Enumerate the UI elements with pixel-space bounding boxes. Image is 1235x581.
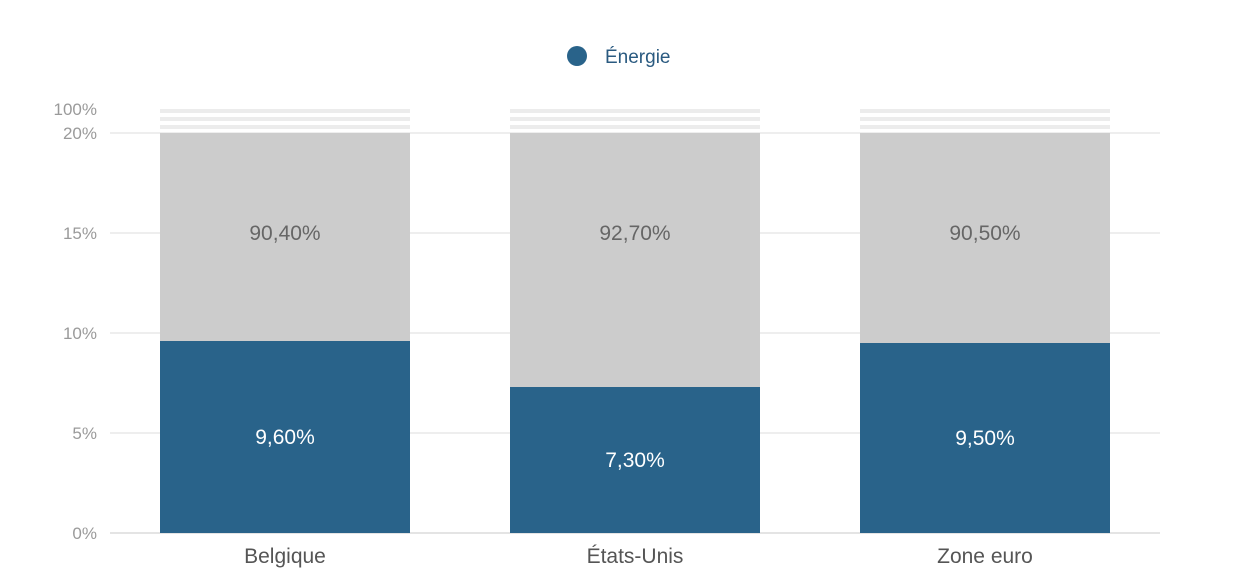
legend-label-energie: Énergie [605,47,671,68]
bar-segment[interactable] [510,133,760,387]
bar-value-label: 9,50% [955,427,1015,450]
bar-segment[interactable] [160,133,410,341]
axis-break-stripe [510,109,760,113]
bar-value-label: 7,30% [605,449,665,472]
axis-break-stripe [160,125,410,129]
legend[interactable]: Énergie [567,46,671,68]
x-category-label: Zone euro [937,545,1033,568]
bar-segment[interactable] [510,387,760,533]
bar-segment[interactable] [860,343,1110,533]
axis-break-stripe [860,109,1110,113]
bar-value-label: 9,60% [255,426,315,449]
bar-value-label: 90,40% [249,222,320,245]
x-category-label: États-Unis [587,545,684,568]
axis-break-stripe [860,125,1110,129]
bars-layer [160,109,1110,533]
y-tick-label: 100% [54,100,97,119]
bar-segment[interactable] [160,341,410,533]
bar-segment[interactable] [860,133,1110,343]
axis-break-stripe [860,117,1110,121]
y-tick-label: 15% [63,224,97,243]
bar-value-label: 92,70% [599,222,670,245]
labels-layer: 0% 5% 10% 15% 20% 100% 9,60% 90,40% Belgique 7,30… [54,100,1033,568]
y-tick-label: 20% [63,124,97,143]
axis-break-stripe [510,117,760,121]
axis-break-stripe [160,117,410,121]
bar-value-label: 90,50% [949,222,1020,245]
y-tick-label: 5% [72,424,97,443]
y-tick-label: 10% [63,324,97,343]
legend-marker-energie [567,46,587,66]
x-category-label: Belgique [244,545,326,568]
y-tick-label: 0% [72,524,97,543]
axis-break-stripe [160,109,410,113]
axis-break-stripe [510,125,760,129]
